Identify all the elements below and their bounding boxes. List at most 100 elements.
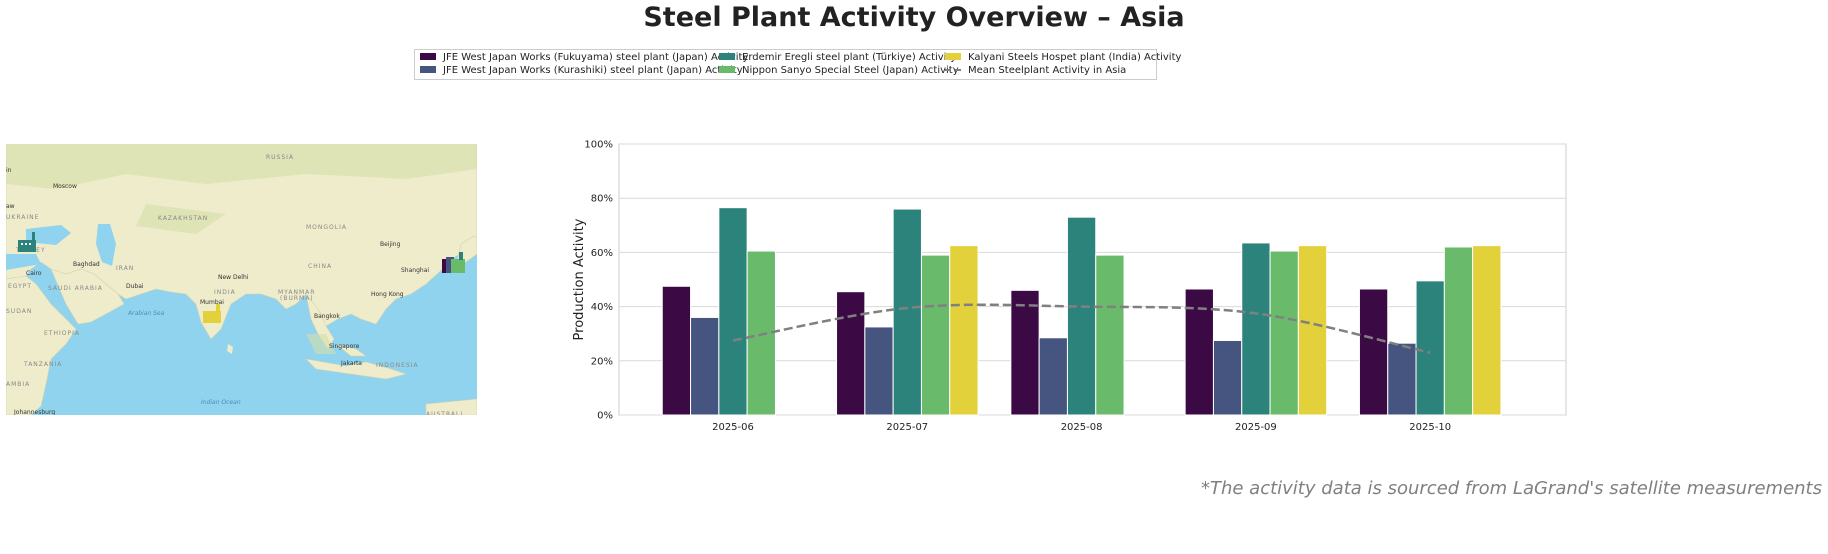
bar (1358, 288, 1389, 416)
land-sea-asia (305, 293, 477, 415)
land-africa (6, 275, 77, 415)
legend-swatch (719, 65, 735, 73)
bar (1212, 339, 1243, 416)
map-label: INDONESIA (376, 362, 419, 369)
page-title: Steel Plant Activity Overview – Asia (643, 2, 1185, 33)
bar (1443, 246, 1474, 416)
bar (1010, 289, 1040, 416)
map-label: Cairo (26, 270, 42, 277)
legend-item: Mean Steelplant Activity in Asia (945, 64, 1126, 78)
legend-label: JFE West Japan Works (Fukuyama) steel pl… (443, 52, 749, 63)
legend-item: JFE West Japan Works (Kurashiki) steel p… (420, 64, 743, 78)
legend-item: Erdemir Eregli steel plant (Türkiye) Act… (719, 51, 956, 65)
map-label: SUDAN (6, 308, 32, 315)
map-label: Baghdad (73, 261, 100, 268)
map-label: IRAN (116, 265, 134, 272)
bar (1241, 242, 1271, 416)
map-label: MYANMAR (278, 289, 315, 296)
legend-item: Kalyani Steels Hospet plant (India) Acti… (945, 51, 1181, 65)
bar (836, 291, 866, 416)
y-tick-label: 40% (591, 302, 613, 313)
map-label: Moscow (53, 183, 77, 190)
map-label: MONGOLIA (306, 224, 347, 231)
x-tick-label: 2025-07 (886, 422, 928, 433)
legend-swatch (945, 52, 961, 60)
bar (1095, 254, 1125, 416)
mean-line (732, 303, 1431, 354)
map-label: AUSTRALI (426, 411, 463, 415)
sea-black (26, 225, 71, 245)
bar (949, 245, 979, 416)
map-label: Dubai (126, 283, 144, 290)
bar (1387, 342, 1417, 416)
map-label: Johannesburg (13, 409, 55, 415)
map-label: UKRAINE (6, 214, 39, 221)
map-label: CHINA (308, 263, 332, 270)
map-label: Arabian Sea (127, 310, 165, 317)
map-label: TANZANIA (23, 361, 62, 368)
bar (1269, 250, 1299, 416)
y-tick-label: 80% (591, 194, 613, 205)
legend: JFE West Japan Works (Fukuyama) steel pl… (414, 49, 1181, 80)
bar (661, 285, 692, 416)
factory-icon-turkiye (18, 232, 36, 252)
y-tick-label: 0% (597, 411, 613, 422)
map: RUSSIAMoscowUKRAINETURKEYKAZAKHSTANMONGO… (6, 144, 477, 415)
bar-chart: 0% 20% 40% 60% 80% 100% Production Activity 202… (572, 140, 1567, 433)
map-label: EGYPT (8, 283, 32, 290)
map-label: Shanghai (401, 267, 429, 274)
bar (892, 208, 922, 416)
map-label: New Delhi (218, 274, 249, 281)
bar (1066, 216, 1097, 416)
land-arabia (50, 268, 125, 325)
map-label: AMBIA (6, 381, 30, 388)
x-tick-label: 2025-10 (1409, 422, 1451, 433)
map-label: SAUDI ARABIA (48, 285, 103, 292)
legend-label: Erdemir Eregli steel plant (Türkiye) Act… (742, 52, 957, 63)
map-label: Beijing (380, 241, 401, 248)
legend-label: Kalyani Steels Hospet plant (India) Acti… (968, 52, 1182, 63)
factory-icon-japan (442, 252, 465, 273)
map-label: INDIA (214, 289, 236, 296)
map-label: Jakarta (340, 360, 362, 367)
x-tick-label: 2025-06 (712, 422, 754, 433)
footnote: *The activity data is sourced from LaGra… (1200, 478, 1822, 499)
bar (864, 326, 894, 416)
legend-item: Nippon Sanyo Special Steel (Japan) Activ… (719, 64, 959, 78)
bar (1472, 245, 1502, 416)
map-label: KAZAKHSTAN (158, 215, 208, 222)
factory-icon-india (203, 304, 221, 323)
legend-label: Mean Steelplant Activity in Asia (968, 65, 1127, 76)
y-tick-label: 20% (591, 356, 613, 367)
map-label: aw (6, 203, 15, 210)
map-label: Bangkok (314, 313, 340, 320)
map-label: RUSSIA (266, 154, 294, 161)
y-tick-label: 60% (591, 248, 613, 259)
bar (1038, 337, 1068, 416)
legend-label: JFE West Japan Works (Kurashiki) steel p… (443, 65, 743, 76)
bar (1184, 288, 1214, 416)
legend-swatch (420, 52, 436, 60)
y-axis-label: Production Activity (572, 218, 587, 340)
map-label: Indian Ocean (201, 399, 241, 406)
map-label: Hong Kong (371, 291, 404, 298)
vegetation (6, 144, 477, 354)
map-label: ETHIOPIA (44, 330, 80, 337)
bar (920, 254, 951, 416)
bar (1297, 245, 1328, 416)
map-label: (BURMA) (280, 295, 314, 302)
x-tick-label: 2025-09 (1235, 422, 1277, 433)
bar (746, 250, 776, 416)
bar (1415, 280, 1445, 416)
legend-label: Nippon Sanyo Special Steel (Japan) Activ… (742, 65, 959, 76)
x-tick-label: 2025-08 (1061, 422, 1103, 433)
map-label: in (6, 167, 12, 174)
legend-item: JFE West Japan Works (Fukuyama) steel pl… (420, 51, 748, 65)
legend-swatch (719, 52, 735, 60)
map-label: Singapore (329, 343, 360, 350)
legend-dash (945, 69, 961, 71)
sea-caspian (96, 224, 116, 266)
bar (690, 316, 720, 416)
map-label: Mumbai (200, 299, 224, 306)
